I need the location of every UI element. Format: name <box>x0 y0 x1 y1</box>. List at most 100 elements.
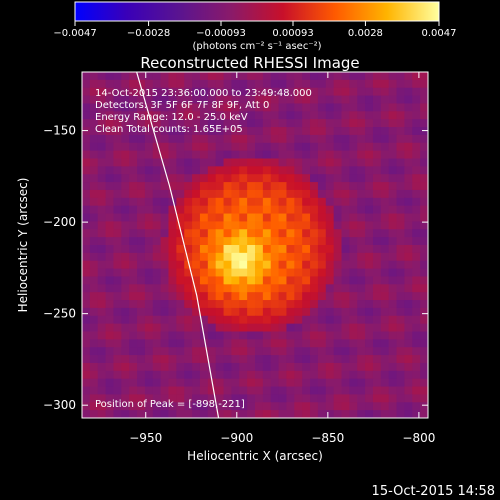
image-pixel <box>239 103 248 112</box>
image-pixel <box>113 95 122 105</box>
image-pixel <box>317 103 327 112</box>
image-pixel <box>388 410 398 418</box>
image-pixel <box>121 260 130 270</box>
image-pixel <box>255 252 264 262</box>
image-pixel <box>207 402 217 411</box>
image-pixel <box>317 158 327 167</box>
image-pixel <box>357 205 366 215</box>
image-pixel <box>207 394 217 403</box>
image-pixel <box>152 307 162 317</box>
image-pixel <box>357 158 366 167</box>
image-pixel <box>404 252 413 262</box>
colorbar-tick-label: −0.0047 <box>53 28 96 39</box>
image-pixel <box>176 410 185 418</box>
image-pixel <box>89 127 99 136</box>
image-pixel <box>152 370 162 380</box>
image-pixel <box>333 72 343 81</box>
image-pixel <box>412 331 421 340</box>
image-pixel <box>199 268 209 278</box>
image-pixel <box>310 260 319 270</box>
image-pixel <box>247 229 256 238</box>
image-pixel <box>215 402 225 411</box>
image-pixel <box>223 315 233 325</box>
image-pixel <box>278 87 288 97</box>
image-pixel <box>105 394 115 403</box>
image-pixel <box>404 410 413 418</box>
image-pixel <box>255 166 264 175</box>
image-pixel <box>105 339 115 348</box>
image-pixel <box>372 150 382 160</box>
image-pixel <box>380 268 390 278</box>
image-pixel <box>388 72 398 81</box>
image-pixel <box>325 386 335 396</box>
image-pixel <box>231 252 240 262</box>
image-pixel <box>349 260 358 270</box>
image-pixel <box>121 166 130 175</box>
image-pixel <box>262 174 272 183</box>
image-pixel <box>82 402 91 411</box>
image-pixel <box>239 315 248 325</box>
image-pixel <box>152 300 162 309</box>
image-pixel <box>372 252 382 262</box>
image-pixel <box>278 158 288 167</box>
image-pixel <box>121 119 130 128</box>
image-pixel <box>412 189 421 199</box>
image-pixel <box>137 119 146 128</box>
image-pixel <box>325 166 335 175</box>
image-pixel <box>168 347 177 356</box>
image-pixel <box>396 158 406 167</box>
image-pixel <box>388 331 398 340</box>
image-pixel <box>184 347 193 356</box>
image-pixel <box>349 87 358 97</box>
image-pixel <box>349 339 358 348</box>
image-pixel <box>105 87 115 97</box>
image-pixel <box>168 260 177 270</box>
image-pixel <box>278 72 288 81</box>
image-pixel <box>333 260 343 270</box>
image-pixel <box>105 315 115 325</box>
image-pixel <box>380 150 390 160</box>
image-pixel <box>231 119 240 128</box>
image-pixel <box>270 158 280 167</box>
image-pixel <box>317 284 327 293</box>
image-pixel <box>231 292 240 301</box>
image-pixel <box>207 205 217 215</box>
image-pixel <box>388 307 398 317</box>
image-pixel <box>317 72 327 81</box>
image-pixel <box>113 252 122 262</box>
image-pixel <box>420 229 428 238</box>
image-pixel <box>168 370 177 380</box>
image-pixel <box>223 189 233 199</box>
image-pixel <box>168 87 177 97</box>
image-pixel <box>302 174 311 183</box>
image-pixel <box>89 394 99 403</box>
image-pixel <box>176 402 185 411</box>
image-pixel <box>160 174 170 183</box>
image-pixel <box>215 166 225 175</box>
image-pixel <box>317 378 327 388</box>
image-pixel <box>404 134 413 144</box>
image-pixel <box>239 72 248 81</box>
image-pixel <box>270 189 280 199</box>
image-pixel <box>207 150 217 160</box>
image-pixel <box>310 323 319 333</box>
image-pixel <box>294 72 303 81</box>
image-pixel <box>286 292 295 301</box>
image-pixel <box>192 213 201 223</box>
image-pixel <box>341 355 350 364</box>
image-pixel <box>97 276 107 285</box>
image-pixel <box>333 119 343 128</box>
image-pixel <box>223 252 233 262</box>
image-pixel <box>404 300 413 309</box>
image-pixel <box>137 386 146 396</box>
image-pixel <box>199 362 209 372</box>
image-pixel <box>176 213 185 223</box>
image-pixel <box>215 252 225 262</box>
image-pixel <box>404 315 413 325</box>
image-pixel <box>89 229 99 238</box>
image-pixel <box>372 205 382 215</box>
image-pixel <box>349 237 358 246</box>
image-pixel <box>302 79 311 89</box>
image-pixel <box>372 402 382 411</box>
image-pixel <box>184 394 193 403</box>
